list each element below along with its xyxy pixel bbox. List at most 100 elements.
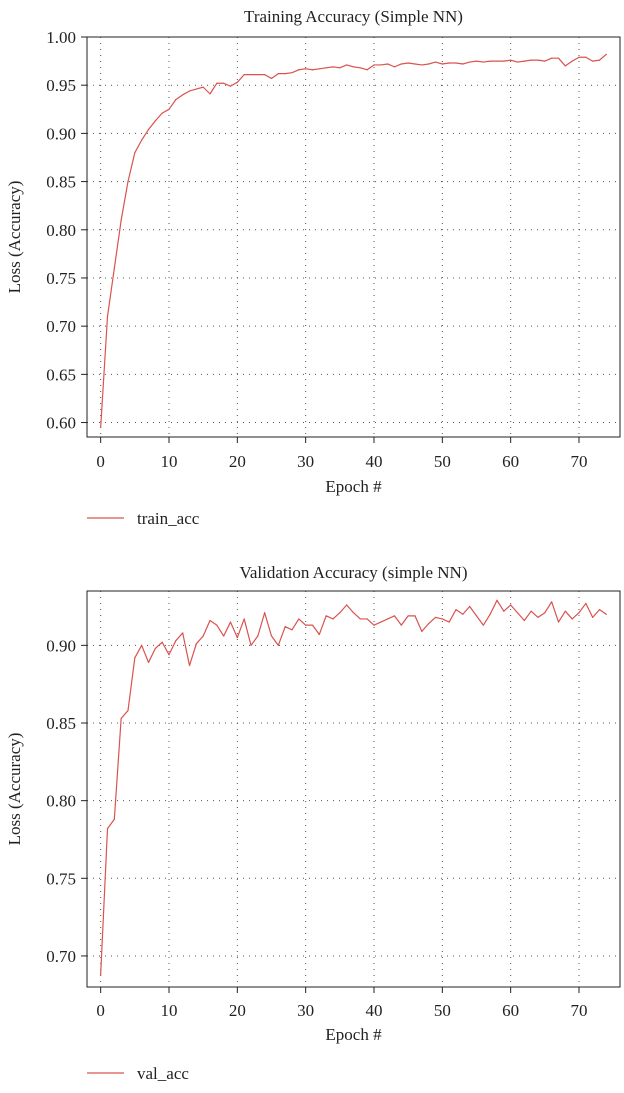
data-point xyxy=(605,613,607,615)
chart-2: 0 10 20 30 40 50 60 70 0.70 0.75 0.80 0.85 0.90 Valid… xyxy=(5,563,621,1083)
data-point xyxy=(120,717,122,719)
data-point xyxy=(448,621,450,623)
legend-label: train_acc xyxy=(137,509,200,528)
x-tick-label: 70 xyxy=(571,452,588,471)
data-point xyxy=(585,602,587,605)
data-point xyxy=(482,624,484,626)
x-tick-label: 0 xyxy=(96,452,105,471)
y-tick-label: 0.85 xyxy=(46,173,76,192)
data-point xyxy=(229,85,232,87)
data-point xyxy=(482,61,484,63)
x-tick-label: 10 xyxy=(161,1001,178,1020)
data-point xyxy=(188,664,191,667)
data-point xyxy=(168,654,170,656)
data-point xyxy=(557,621,560,623)
chart-1: 0 10 20 30 40 50 60 70 0.60 0.65 0.70 0.75 0.80 0.85 0… xyxy=(5,7,621,528)
data-point xyxy=(373,64,375,66)
plot-frame xyxy=(86,590,621,988)
y-axis-label: Loss (Accuracy) xyxy=(5,733,24,846)
y-tick-label: 0.95 xyxy=(46,76,76,95)
y-tick-label: 0.70 xyxy=(46,317,76,336)
data-point xyxy=(291,72,293,74)
series-line-val_acc xyxy=(100,599,607,975)
data-point xyxy=(407,615,409,617)
data-point xyxy=(339,67,341,69)
data-point xyxy=(544,60,546,62)
data-point xyxy=(311,69,314,71)
data-point xyxy=(503,610,505,612)
data-point xyxy=(523,619,525,622)
data-point xyxy=(270,77,273,80)
data-point xyxy=(434,616,437,619)
data-point xyxy=(134,152,136,154)
data-point xyxy=(544,612,546,614)
data-point xyxy=(400,63,402,65)
data-point xyxy=(366,618,368,620)
data-point xyxy=(325,615,327,617)
data-point xyxy=(236,81,238,83)
x-tick-label: 60 xyxy=(502,1001,519,1020)
x-tick-label: 50 xyxy=(434,1001,451,1020)
data-point xyxy=(475,60,478,62)
data-point xyxy=(366,69,368,71)
y-tick-label: 0.75 xyxy=(46,269,76,288)
data-point xyxy=(359,67,361,69)
data-point xyxy=(387,618,389,620)
x-tick-label: 10 xyxy=(161,452,178,471)
y-tick-label: 1.00 xyxy=(46,28,76,47)
data-point xyxy=(154,120,156,122)
data-point xyxy=(441,63,443,65)
data-point xyxy=(469,605,471,608)
data-point xyxy=(270,635,273,637)
data-point xyxy=(387,63,389,65)
data-point xyxy=(209,93,211,95)
data-point xyxy=(578,612,580,614)
data-point xyxy=(195,88,197,90)
series-line-train_acc xyxy=(100,53,607,428)
data-point xyxy=(311,624,314,626)
data-point xyxy=(305,624,307,626)
data-point xyxy=(605,53,607,55)
data-point xyxy=(332,618,334,620)
data-point xyxy=(298,69,300,71)
y-tick-label: 0.85 xyxy=(46,714,76,733)
data-point xyxy=(216,624,218,626)
data-point xyxy=(469,61,471,63)
data-point xyxy=(489,613,491,615)
data-point xyxy=(277,73,279,75)
data-point xyxy=(182,94,184,96)
x-tick-label: 20 xyxy=(229,452,246,471)
data-point xyxy=(229,621,232,623)
data-point xyxy=(100,426,102,428)
data-point xyxy=(284,73,286,75)
y-axis-label: Loss (Accuracy) xyxy=(5,181,24,294)
data-point xyxy=(202,86,204,88)
data-point xyxy=(359,618,361,620)
data-point xyxy=(564,65,566,67)
data-point xyxy=(428,63,430,65)
data-point xyxy=(106,315,109,318)
data-point xyxy=(264,612,266,614)
data-point xyxy=(373,624,375,626)
data-point xyxy=(414,615,416,617)
data-point xyxy=(428,623,430,625)
chart-title: Validation Accuracy (simple NN) xyxy=(239,563,467,582)
data-point xyxy=(298,618,300,620)
data-point xyxy=(421,630,423,632)
data-point xyxy=(592,616,594,619)
data-point xyxy=(496,60,498,62)
data-point xyxy=(188,90,191,92)
data-point xyxy=(141,644,143,646)
data-point xyxy=(284,626,286,628)
data-point xyxy=(598,59,601,61)
data-point xyxy=(455,609,457,611)
data-point xyxy=(564,610,566,612)
x-tick-label: 70 xyxy=(571,1001,588,1020)
data-point xyxy=(537,59,539,61)
data-point xyxy=(277,644,279,646)
y-tick-label: 0.65 xyxy=(46,365,76,384)
y-tick-label: 0.75 xyxy=(46,869,76,888)
data-point xyxy=(182,632,184,634)
